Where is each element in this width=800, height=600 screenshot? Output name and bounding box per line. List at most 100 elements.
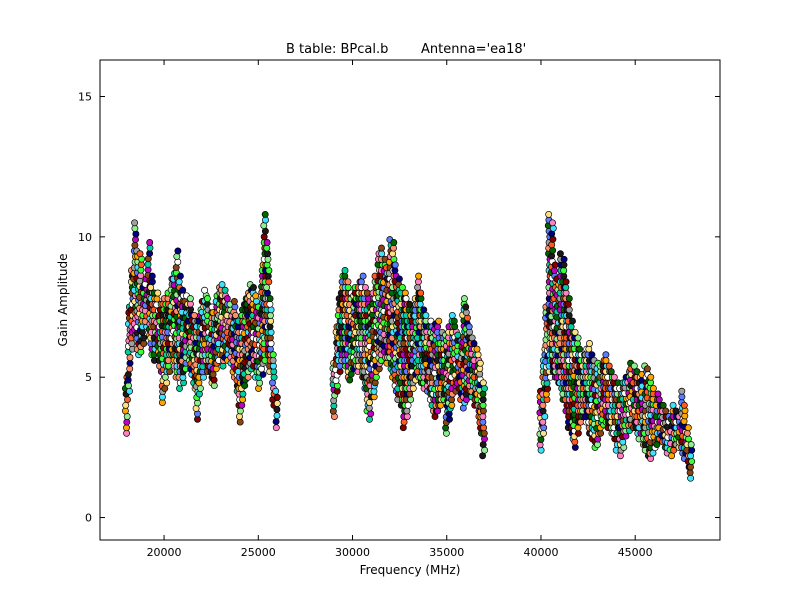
data-point <box>136 250 144 258</box>
data-point <box>232 311 239 319</box>
data-point <box>473 345 481 353</box>
x-tick-label: 30000 <box>335 546 370 559</box>
data-point <box>230 297 238 305</box>
data-point <box>122 401 130 409</box>
data-point <box>422 311 430 319</box>
data-point <box>414 278 422 286</box>
data-point <box>197 384 204 392</box>
data-point <box>270 368 278 376</box>
data-point <box>265 267 273 274</box>
data-point <box>210 376 218 384</box>
data-point <box>414 283 422 291</box>
data-point <box>565 306 573 314</box>
data-point <box>201 286 209 294</box>
x-tick-label: 40000 <box>523 546 558 559</box>
data-point <box>406 300 414 308</box>
data-point <box>367 410 375 418</box>
data-point <box>616 452 624 460</box>
data-point <box>272 387 280 395</box>
data-point <box>564 300 572 308</box>
data-point <box>272 424 280 432</box>
data-point <box>174 247 182 255</box>
data-point <box>153 295 161 303</box>
data-point <box>403 407 411 415</box>
data-point <box>417 289 425 297</box>
data-point <box>261 227 269 235</box>
data-point <box>263 239 271 246</box>
data-point <box>481 384 488 392</box>
data-point <box>267 311 274 319</box>
data-point <box>481 446 489 454</box>
data-point <box>607 368 615 376</box>
data-point <box>686 469 694 477</box>
data-point <box>647 373 655 381</box>
data-point <box>265 278 273 286</box>
data-point <box>241 382 249 390</box>
data-point <box>398 283 406 291</box>
data-point <box>146 239 154 246</box>
data-point <box>166 368 174 376</box>
data-point <box>390 239 398 246</box>
data-point <box>132 236 139 244</box>
data-point <box>602 356 610 364</box>
data-point <box>203 295 211 303</box>
data-points <box>121 210 696 482</box>
data-point <box>164 356 172 364</box>
data-point <box>687 463 694 471</box>
data-point <box>126 387 133 395</box>
data-point <box>260 222 268 230</box>
x-tick-label: 25000 <box>241 546 276 559</box>
data-point <box>344 278 352 286</box>
data-point <box>371 379 379 387</box>
data-point <box>163 379 171 387</box>
data-point <box>479 401 487 409</box>
data-point <box>267 306 275 314</box>
data-point <box>391 261 399 269</box>
data-point <box>402 295 410 303</box>
data-point <box>585 345 593 353</box>
x-tick-label: 20000 <box>147 546 182 559</box>
data-point <box>140 334 148 342</box>
data-point <box>680 401 688 409</box>
data-point <box>269 351 277 359</box>
data-point <box>435 317 443 325</box>
chart-subtitle: Antenna='ea18' <box>421 42 526 57</box>
data-point <box>565 295 573 303</box>
data-point <box>128 340 136 347</box>
data-point <box>571 328 579 336</box>
data-point <box>434 323 442 331</box>
data-point <box>465 323 473 331</box>
data-point <box>366 415 373 423</box>
data-point <box>273 406 281 413</box>
data-point <box>124 370 132 378</box>
data-point <box>470 340 478 347</box>
data-point <box>549 219 556 227</box>
data-point <box>266 295 274 303</box>
data-point <box>124 396 131 404</box>
data-point <box>239 390 247 398</box>
data-point <box>548 252 556 260</box>
data-point <box>574 334 582 342</box>
data-point <box>264 255 272 263</box>
data-point <box>136 277 144 285</box>
data-point <box>560 255 568 263</box>
data-point <box>148 272 156 280</box>
data-point <box>476 359 484 367</box>
data-point <box>267 317 275 325</box>
data-point <box>126 359 134 367</box>
data-point <box>341 267 349 274</box>
data-point <box>540 424 548 432</box>
x-tick-label: 35000 <box>429 546 464 559</box>
data-point <box>684 424 692 432</box>
data-point <box>687 452 695 460</box>
y-tick-label: 0 <box>85 512 92 525</box>
data-point <box>653 441 661 449</box>
data-point <box>346 376 354 384</box>
data-point <box>336 362 344 370</box>
data-point <box>123 418 131 426</box>
data-point <box>655 396 663 404</box>
data-point <box>395 275 403 283</box>
data-point <box>175 278 183 286</box>
data-point <box>685 435 692 443</box>
data-point <box>448 396 456 404</box>
